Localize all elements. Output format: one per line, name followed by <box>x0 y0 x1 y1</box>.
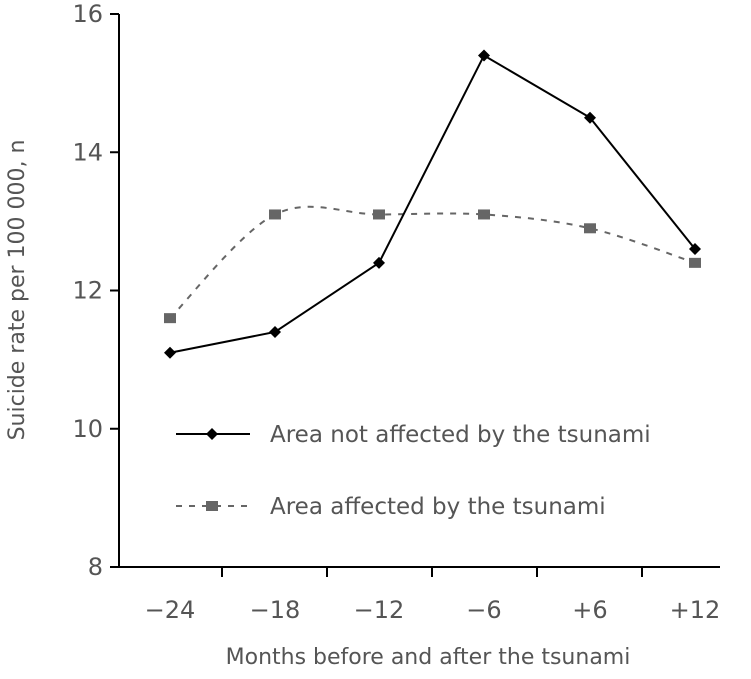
series-line <box>169 205 696 319</box>
legend-item: Area affected by the tsunami <box>176 494 606 520</box>
x-tick-label: +6 <box>572 596 607 624</box>
legend-marker <box>206 428 218 440</box>
data-point <box>689 257 701 268</box>
y-axis-title: Suicide rate per 100 000, n <box>5 140 30 441</box>
series-1 <box>164 49 701 359</box>
y-tick-label: 14 <box>72 138 103 166</box>
data-point <box>584 223 596 234</box>
y-tick-label: 12 <box>72 277 103 305</box>
data-point <box>269 209 281 220</box>
data-point <box>478 209 490 220</box>
series-layer <box>164 49 701 359</box>
data-point <box>689 243 701 256</box>
legend: Area not affected by the tsunami Area aff… <box>176 422 651 520</box>
x-ticks: −24 −18 −12 −6 +6 +12 <box>145 567 721 624</box>
series-line <box>169 54 696 354</box>
data-point <box>373 209 385 220</box>
legend-marker <box>206 501 218 511</box>
x-tick-label: −12 <box>354 596 405 624</box>
axes <box>118 14 720 568</box>
y-ticks: 8 10 12 14 16 <box>72 0 119 581</box>
legend-label: Area not affected by the tsunami <box>270 422 651 448</box>
series-2 <box>164 205 701 324</box>
legend-item: Area not affected by the tsunami <box>176 422 651 448</box>
data-point <box>478 49 490 62</box>
data-point <box>584 111 596 124</box>
y-tick-label: 10 <box>72 415 103 443</box>
x-axis-title: Months before and after the tsunami <box>226 645 631 670</box>
data-point <box>164 313 176 324</box>
data-point <box>269 325 281 338</box>
x-tick-label: −6 <box>466 596 501 624</box>
y-tick-label: 8 <box>88 553 103 581</box>
y-tick-label: 16 <box>72 0 103 28</box>
data-point <box>373 256 385 269</box>
x-tick-label: +12 <box>670 596 721 624</box>
x-tick-label: −18 <box>250 596 301 624</box>
x-tick-label: −24 <box>145 596 196 624</box>
data-point <box>164 346 176 359</box>
legend-label: Area affected by the tsunami <box>270 494 606 520</box>
